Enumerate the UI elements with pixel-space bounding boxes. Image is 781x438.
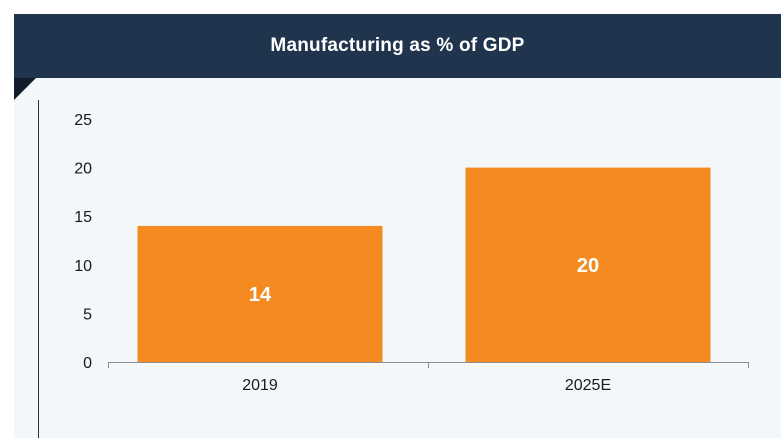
bar-data-label: 14: [249, 284, 272, 306]
bars-group: 14 20: [137, 167, 711, 362]
y-tick-label: 25: [74, 112, 92, 129]
chart-header: Manufacturing as % of GDP: [14, 14, 781, 78]
y-tick-label: 5: [83, 306, 92, 323]
x-tick-label: 2025E: [565, 377, 611, 394]
x-axis: 2019 2025E: [108, 362, 749, 394]
bar-data-label: 20: [577, 255, 599, 277]
panel-left-rule: [38, 100, 39, 438]
y-tick-label: 15: [74, 209, 92, 226]
bar-2019: [137, 225, 383, 362]
y-axis: 0 5 10 15 20 25: [74, 112, 92, 372]
y-tick-label: 0: [83, 355, 92, 372]
chart-title: Manufacturing as % of GDP: [270, 35, 525, 56]
y-tick-label: 20: [74, 161, 92, 178]
x-tick-label: 2019: [242, 377, 278, 394]
bar-2025e: [465, 167, 711, 362]
y-tick-label: 10: [74, 258, 92, 275]
